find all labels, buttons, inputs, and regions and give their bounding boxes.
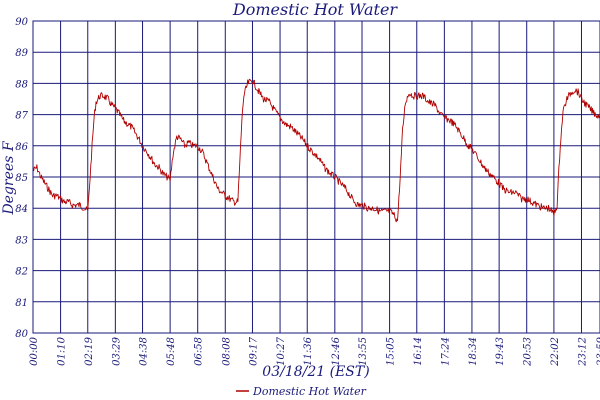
series-layer <box>33 78 600 223</box>
x-tick-label: 23:59 <box>596 336 600 366</box>
y-tick-label: 84 <box>15 204 28 215</box>
x-tick-label: 09:17 <box>248 336 259 365</box>
y-tick-label: 80 <box>15 329 28 340</box>
y-axis-label: Degrees F <box>1 140 17 215</box>
y-tick-label: 88 <box>15 79 28 90</box>
x-tick-label: 10:27 <box>276 336 287 365</box>
y-tick-label: 85 <box>15 173 28 184</box>
series-line-domestic-hot-water <box>33 78 600 223</box>
x-tick-label: 16:14 <box>413 337 424 366</box>
x-tick-label: 19:43 <box>495 337 506 366</box>
x-tick-label: 01:10 <box>57 336 68 365</box>
x-axis-label: 03/18/21 (EST) <box>262 364 369 380</box>
x-tick-label: 22:02 <box>550 337 561 367</box>
chart-title: Domestic Hot Water <box>232 0 399 19</box>
x-tick-label: 18:34 <box>468 337 479 366</box>
y-tick-label: 90 <box>15 17 28 28</box>
legend-label: Domestic Hot Water <box>252 385 367 398</box>
x-axis-ticks: 00:00 01:10 02:19 03:29 04:38 05:48 06:58 08:08… <box>29 336 600 366</box>
x-tick-label: 15:05 <box>386 337 397 366</box>
x-tick-label: 00:00 <box>29 336 40 365</box>
plot-frame <box>32 20 600 334</box>
x-tick-label: 13:55 <box>358 337 369 366</box>
x-tick-label: 03:29 <box>111 336 122 365</box>
legend: Domestic Hot Water <box>236 385 367 398</box>
x-tick-label: 05:48 <box>166 337 177 366</box>
y-tick-label: 83 <box>15 235 28 246</box>
x-tick-label: 20:53 <box>523 337 534 367</box>
chart-grid <box>33 20 600 334</box>
x-tick-label: 12:46 <box>331 336 342 365</box>
x-tick-label: 04:38 <box>139 337 150 366</box>
y-tick-label: 89 <box>15 48 28 59</box>
x-tick-label: 08:08 <box>221 337 232 366</box>
x-tick-label: 23:12 <box>577 337 588 367</box>
y-tick-label: 81 <box>15 298 28 309</box>
x-tick-label: 02:19 <box>84 336 95 365</box>
y-axis-ticks: 80 81 82 83 84 85 86 87 88 89 90 <box>15 17 28 340</box>
x-tick-label: 11:36 <box>303 336 314 365</box>
x-tick-label: 17:24 <box>440 337 451 366</box>
x-tick-label: 06:58 <box>194 337 205 366</box>
y-tick-label: 87 <box>15 111 28 122</box>
y-tick-label: 82 <box>15 267 28 278</box>
y-tick-label: 86 <box>15 142 28 153</box>
